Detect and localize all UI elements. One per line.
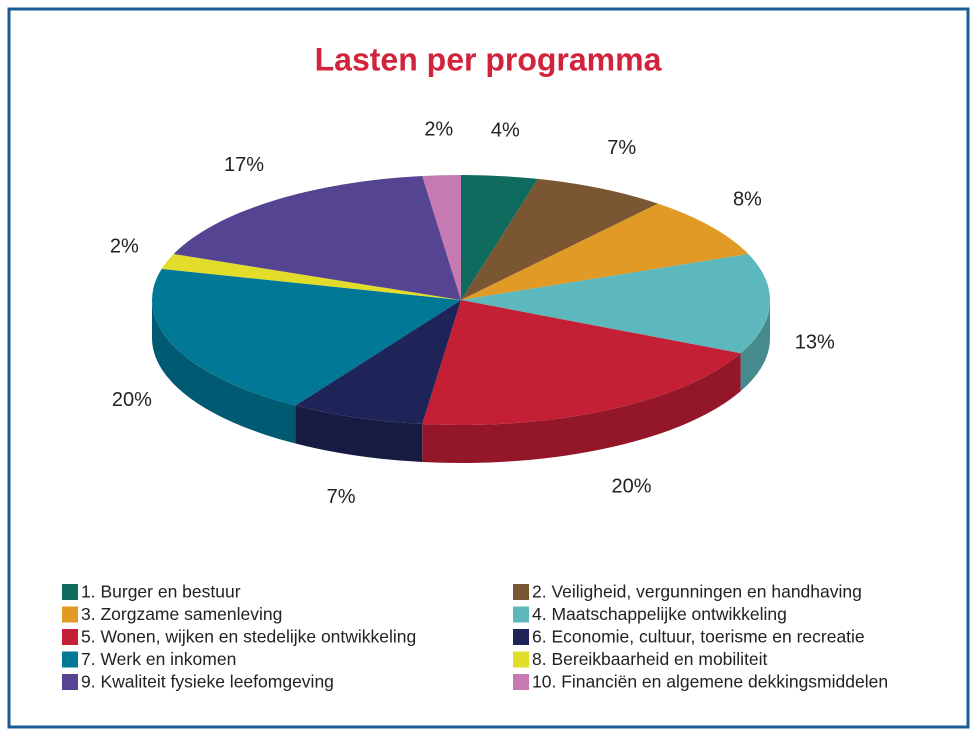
legend-label: 9. Kwaliteit fysieke leefomgeving (81, 672, 334, 692)
legend-label: 5. Wonen, wijken en stedelijke ontwikkel… (81, 627, 416, 647)
data-label: 2% (424, 119, 453, 141)
data-label: 2% (110, 236, 139, 258)
legend-label: 1. Burger en bestuur (81, 582, 241, 602)
legend-label: 7. Werk en inkomen (81, 649, 236, 669)
slice-side (422, 353, 741, 463)
slice (461, 175, 538, 300)
slice-side (740, 300, 771, 392)
slice (161, 253, 461, 300)
legend-label: 6. Economie, cultuur, toerisme en recrea… (532, 627, 865, 647)
legend-swatch (62, 629, 78, 645)
slice (173, 175, 461, 300)
legend-swatch (62, 674, 78, 690)
data-label: 4% (491, 120, 520, 142)
slice (461, 178, 658, 300)
legend-label: 4. Maatschappelijke ontwikkeling (532, 604, 787, 624)
legend-swatch (513, 674, 529, 690)
slice (461, 203, 749, 300)
data-label: 20% (112, 389, 152, 411)
slice (422, 175, 461, 300)
legend-swatch (513, 651, 529, 668)
slice (152, 268, 461, 406)
data-label: 17% (224, 154, 264, 176)
data-label: 20% (612, 475, 652, 497)
legend-label: 10. Financiën en algemene dekkingsmiddel… (532, 672, 888, 692)
legend-swatch (62, 606, 78, 623)
legend-label: 2. Veiligheid, vergunningen en handhavin… (532, 582, 862, 602)
legend-swatch (513, 606, 529, 623)
legend-swatch (513, 584, 529, 600)
slice (461, 253, 770, 354)
data-label: 8% (733, 188, 762, 210)
chart-title: Lasten per programma (315, 41, 662, 77)
slice-side (295, 405, 423, 463)
legend-swatch (62, 584, 78, 600)
slice (422, 300, 741, 425)
slice-side (152, 300, 296, 444)
data-label: 13% (795, 332, 835, 354)
data-label: 7% (327, 486, 356, 508)
legend-label: 3. Zorgzame samenleving (81, 604, 282, 624)
data-label: 7% (607, 137, 636, 159)
slice (295, 300, 461, 425)
legend-label: 8. Bereikbaarheid en mobiliteit (532, 649, 768, 669)
legend-swatch (513, 629, 529, 645)
legend-swatch (62, 651, 78, 668)
